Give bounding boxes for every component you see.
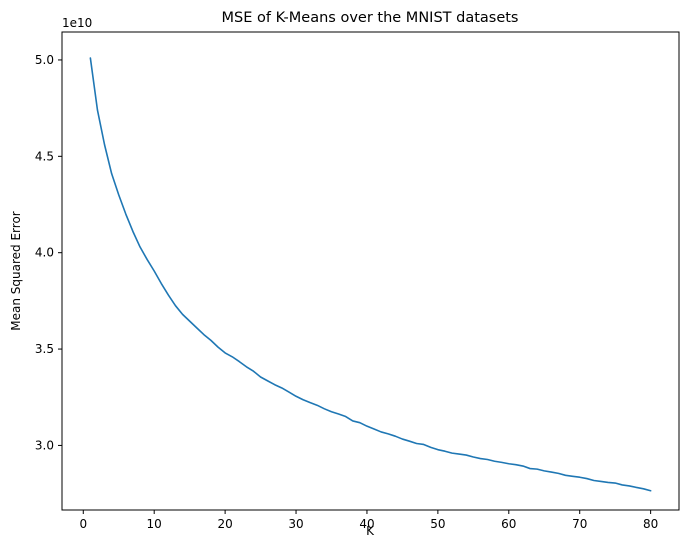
y-tick-label: 4.5: [35, 149, 54, 163]
x-tick-label: 80: [643, 517, 658, 531]
x-tick-label: 40: [359, 517, 374, 531]
x-axis-label: K: [366, 524, 375, 538]
y-tick-label: 3.5: [35, 342, 54, 356]
mse-series-line: [89, 57, 652, 492]
x-tick-label: 70: [572, 517, 587, 531]
y-axis-offset-label: 1e10: [62, 16, 92, 30]
x-tick-label: 0: [79, 517, 87, 531]
y-tick-label: 4.0: [35, 246, 54, 260]
y-axis-label: Mean Squared Error: [9, 211, 23, 331]
x-tick-label: 20: [217, 517, 232, 531]
y-tick-label: 3.0: [35, 438, 54, 452]
axes-frame: [61, 31, 680, 511]
plot-area: 0 10 20 30 40 50 60 70 80 3.0 3.5 4.0 4.5 5.0: [35, 53, 658, 531]
x-tick-label: 60: [501, 517, 516, 531]
x-tick-label: 10: [147, 517, 162, 531]
y-tick-label: 5.0: [35, 53, 54, 67]
x-tick-label: 30: [288, 517, 303, 531]
x-tick-label: 50: [430, 517, 445, 531]
chart-title: MSE of K-Means over the MNIST datasets: [222, 10, 519, 26]
